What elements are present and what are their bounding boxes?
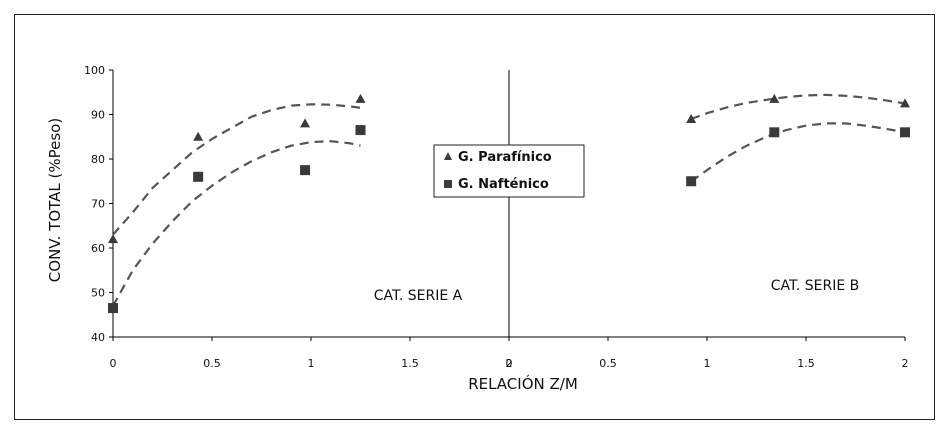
data-point-naftenico	[300, 165, 311, 176]
x-tick-label: 2	[506, 357, 513, 370]
trend-line-parafinico	[112, 103, 361, 236]
y-tick-label: 50	[91, 287, 105, 300]
x-tick-label: 0.5	[599, 357, 617, 370]
data-point-parafinico	[769, 93, 780, 103]
data-point-naftenico	[769, 127, 780, 138]
data-point-parafinico	[108, 234, 118, 244]
y-tick-label: 70	[91, 198, 105, 211]
legend: G. Parafínico G. Nafténico	[433, 144, 585, 198]
x-tick-label: 0	[110, 357, 117, 370]
legend-box	[433, 144, 585, 198]
trend-lines	[112, 93, 906, 307]
trend-line-naftenico	[690, 122, 906, 183]
axes	[109, 69, 906, 341]
x-tick-label: 1.5	[401, 357, 419, 370]
x-tick-label: 1	[308, 357, 315, 370]
x-tick-label: 0	[506, 357, 513, 370]
data-point-parafinico	[900, 98, 910, 108]
x-axis-title: RELACIÓN Z/M	[468, 374, 578, 393]
figure-frame	[14, 14, 935, 420]
data-point-naftenico	[355, 125, 366, 136]
y-tick-label: 80	[91, 153, 105, 166]
y-tick-label: 60	[91, 242, 105, 255]
legend-triangle-icon	[444, 152, 452, 160]
x-tick-label: 0.5	[203, 357, 221, 370]
legend-label-parafinico: G. Parafínico	[458, 150, 552, 165]
legend-square-icon	[444, 180, 452, 188]
data-point-parafinico	[686, 113, 697, 123]
data-point-naftenico	[900, 127, 910, 138]
data-point-naftenico	[193, 171, 204, 182]
data-point-naftenico	[108, 303, 118, 314]
y-axis-title: CONV. TOTAL (%Peso)	[46, 118, 64, 282]
legend-label-naftenico: G. Nafténico	[458, 177, 549, 192]
data-point-naftenico	[686, 176, 697, 187]
data-point-parafinico	[355, 93, 366, 103]
x-tick-label: 1	[704, 357, 711, 370]
trend-line-naftenico	[112, 140, 361, 307]
x-tick-label: 2	[902, 357, 909, 370]
annotation-serie-b: CAT. SERIE B	[771, 278, 860, 294]
y-tick-label: 40	[91, 331, 105, 344]
data-points	[108, 93, 910, 314]
data-point-parafinico	[193, 131, 204, 141]
y-tick-label: 90	[91, 109, 105, 122]
y-tick-label: 100	[84, 64, 105, 77]
trend-line-parafinico	[690, 93, 906, 121]
annotation-serie-a: CAT. SERIE A	[374, 288, 463, 304]
data-point-parafinico	[300, 118, 311, 128]
x-tick-label: 1.5	[797, 357, 815, 370]
